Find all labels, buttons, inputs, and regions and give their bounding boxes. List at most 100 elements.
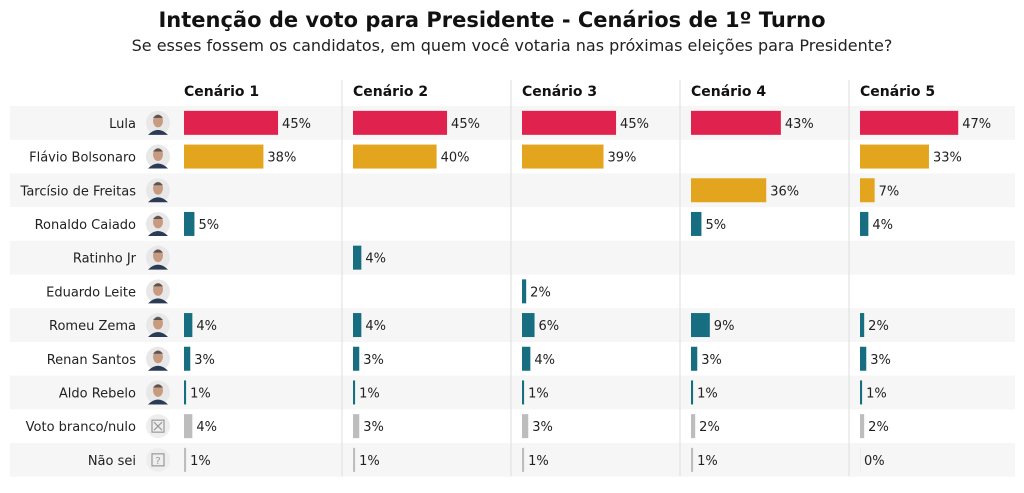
- data-label: 33%: [933, 151, 962, 166]
- bar: [691, 313, 710, 338]
- data-label: 3%: [870, 353, 891, 368]
- data-label: 1%: [190, 386, 211, 401]
- bar: [860, 346, 867, 371]
- bar: [522, 279, 527, 304]
- bar: [691, 346, 698, 371]
- data-label: 47%: [962, 117, 991, 132]
- chart-subtitle: Se esses fossem os candidatos, em quem v…: [131, 36, 893, 55]
- data-label: 9%: [714, 319, 735, 334]
- candidate-label: Ratinho Jr: [73, 252, 137, 267]
- candidate-photo-icon: [146, 110, 170, 135]
- photo-shoulders: [148, 399, 168, 405]
- data-label: 4%: [365, 319, 386, 334]
- data-label: 2%: [868, 319, 889, 334]
- data-label: 2%: [868, 420, 889, 435]
- candidate-photo-icon: [146, 380, 170, 405]
- candidate-label: Não sei: [88, 454, 136, 469]
- candidate-photo-icon: [146, 211, 170, 236]
- data-label: 1%: [697, 386, 718, 401]
- candidate-label: Voto branco/nulo: [26, 420, 136, 435]
- bar: [353, 447, 356, 472]
- question-box-icon: ?: [146, 447, 170, 472]
- row-background: [10, 308, 1015, 342]
- data-label: 3%: [363, 420, 384, 435]
- photo-shoulders: [148, 365, 168, 371]
- bar: [522, 380, 525, 405]
- bar: [691, 178, 767, 203]
- candidate-photo-icon: [146, 178, 170, 203]
- data-label: 7%: [879, 184, 900, 199]
- scenario-header: Cenário 2: [353, 84, 428, 100]
- bar: [184, 414, 193, 439]
- data-label: 45%: [451, 117, 480, 132]
- photo-hair: [153, 350, 163, 354]
- bar: [522, 346, 531, 371]
- scenario-header: Cenário 3: [522, 84, 597, 100]
- bar: [353, 110, 448, 135]
- data-label: 3%: [194, 353, 215, 368]
- candidate-label: Flávio Bolsonaro: [29, 151, 136, 166]
- bar: [184, 447, 187, 472]
- row-background: [10, 375, 1015, 410]
- data-label: 4%: [365, 252, 386, 267]
- bar: [691, 414, 696, 439]
- row-background: [10, 240, 1015, 275]
- data-label: 1%: [866, 386, 887, 401]
- photo-shoulders: [148, 129, 168, 135]
- bar: [353, 313, 362, 338]
- bar: [860, 414, 865, 439]
- candidate-photo-icon: [146, 279, 170, 304]
- photo-hair: [153, 114, 163, 118]
- bar: [353, 414, 360, 439]
- bar: [353, 380, 356, 405]
- candidate-label: Aldo Rebelo: [59, 386, 136, 401]
- data-label: 1%: [528, 386, 549, 401]
- x-box-icon: [146, 414, 170, 439]
- data-label: 5%: [705, 218, 726, 233]
- bar: [522, 414, 529, 439]
- data-label: 1%: [359, 454, 380, 469]
- bar: [860, 313, 865, 338]
- bar: [184, 110, 279, 135]
- data-label: 4%: [534, 353, 555, 368]
- row-background: [10, 106, 1015, 140]
- icon-box: [151, 419, 165, 433]
- bar: [184, 313, 193, 338]
- chart-title: Intenção de voto para Presidente - Cenár…: [158, 8, 826, 32]
- row-background: [10, 173, 1015, 208]
- data-label: 36%: [770, 184, 799, 199]
- data-label: 6%: [539, 319, 560, 334]
- bar: [184, 211, 195, 236]
- bar: [184, 380, 187, 405]
- photo-shoulders: [148, 332, 168, 338]
- data-label: 39%: [608, 151, 637, 166]
- photo-shoulders: [148, 264, 168, 270]
- bar: [860, 110, 959, 135]
- bar: [860, 211, 869, 236]
- photo-hair: [153, 215, 163, 219]
- bar: [691, 211, 702, 236]
- data-label: 40%: [441, 151, 470, 166]
- icon-x: [153, 421, 163, 431]
- data-label: 38%: [267, 151, 296, 166]
- photo-hair: [153, 249, 163, 253]
- candidate-label: Lula: [109, 117, 136, 132]
- bar: [522, 447, 525, 472]
- candidate-photo-icon: [146, 144, 170, 169]
- data-label: 3%: [363, 353, 384, 368]
- icon-question: ?: [155, 456, 160, 467]
- candidate-label: Renan Santos: [47, 353, 137, 368]
- data-label: 1%: [528, 454, 549, 469]
- scenario-header: Cenário 5: [860, 84, 935, 100]
- bar: [691, 447, 694, 472]
- bar: [522, 313, 535, 338]
- icon-box: [151, 453, 165, 467]
- photo-hair: [153, 283, 163, 287]
- bar: [522, 110, 617, 135]
- bar: [353, 144, 437, 169]
- data-label: 45%: [282, 117, 311, 132]
- candidate-photo-icon: [146, 313, 170, 338]
- bar: [353, 245, 362, 270]
- data-label: 1%: [190, 454, 211, 469]
